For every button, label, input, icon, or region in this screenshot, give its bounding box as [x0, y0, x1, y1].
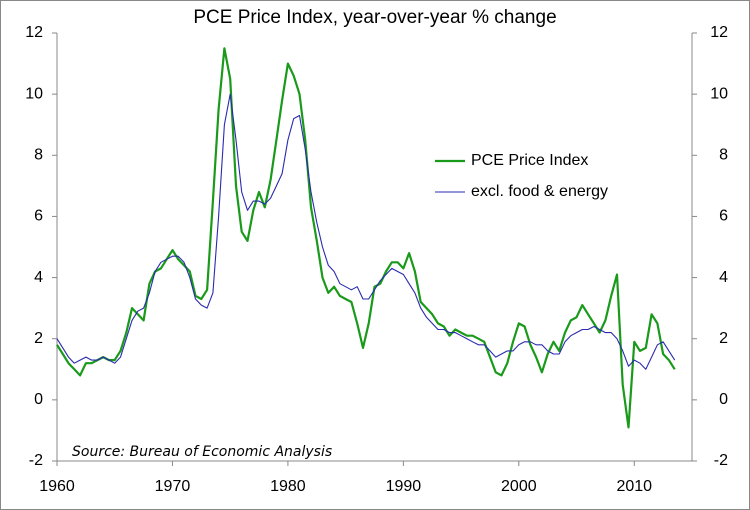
- x-tick-label: 1990: [386, 478, 422, 495]
- y2-tick-label: 8: [719, 147, 728, 164]
- series-line: [56, 47, 676, 429]
- y2-tick-label: -2: [714, 452, 728, 469]
- y2-tick-label: 12: [710, 24, 728, 41]
- y-tick-label: 12: [25, 24, 43, 41]
- y2-tick-label: 0: [719, 391, 728, 408]
- y-tick-label: 0: [34, 391, 43, 408]
- y-tick-label: 10: [25, 85, 43, 102]
- y-tick-label: -2: [29, 452, 43, 469]
- y-tick-label: 4: [34, 269, 43, 286]
- x-tick-label: 1970: [155, 478, 191, 495]
- legend-box: [424, 144, 641, 209]
- x-tick-label: 2000: [501, 478, 537, 495]
- series-line: [56, 93, 676, 370]
- x-tick-label: 2010: [616, 478, 652, 495]
- x-tick-label: 1960: [39, 478, 75, 495]
- y-tick-label: 6: [34, 208, 43, 225]
- source-note: Source: Bureau of Economic Analysis: [72, 444, 332, 460]
- legend-label: PCE Price Index: [471, 152, 588, 169]
- y2-tick-label: 4: [719, 269, 728, 286]
- y2-tick-label: 6: [719, 208, 728, 225]
- legend-label: excl. food & energy: [471, 183, 608, 200]
- y-tick-label: 8: [34, 147, 43, 164]
- chart-title: PCE Price Index, year-over-year % change: [193, 7, 556, 28]
- y2-tick-label: 10: [710, 85, 728, 102]
- x-tick-label: 1980: [270, 478, 306, 495]
- y-tick-label: 2: [34, 330, 43, 347]
- y2-tick-label: 2: [719, 330, 728, 347]
